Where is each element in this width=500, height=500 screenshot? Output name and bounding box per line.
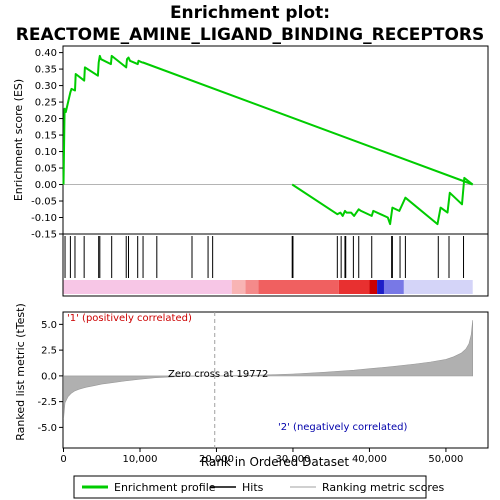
- legend-label: Ranking metric scores: [322, 481, 444, 494]
- es-y-tick-label: 0.30: [35, 81, 57, 92]
- heat-bar-segment: [404, 280, 473, 294]
- es-y-tick-label: 0.40: [35, 48, 57, 59]
- metric-y-tick-label: -2.5: [37, 397, 57, 408]
- metric-y-tick-label: -5.0: [37, 423, 57, 434]
- negative-correlation-label: '2' (negatively correlated): [278, 422, 407, 433]
- x-axis-label: Rank in Ordered Dataset: [201, 455, 349, 469]
- es-panel-frame: [63, 46, 488, 234]
- metric-y-tick-label: 0.0: [41, 371, 57, 382]
- es-y-tick-label: -0.05: [31, 197, 57, 208]
- metric-y-tick-label: 5.0: [41, 320, 57, 331]
- es-y-axis-label: Enrichment score (ES): [12, 79, 25, 201]
- es-y-tick-label: 0.25: [35, 98, 57, 109]
- legend-label: Hits: [242, 481, 264, 494]
- x-tick-label: 40,000: [352, 454, 387, 465]
- ranking-heat-bar: [64, 280, 473, 294]
- es-y-tick-label: -0.15: [31, 230, 57, 241]
- heat-bar-segment: [377, 280, 384, 294]
- zero-cross-label: Zero cross at 19772: [168, 369, 268, 380]
- heat-bar-segment: [246, 280, 259, 294]
- es-y-tick-label: 0.15: [35, 131, 57, 142]
- heat-bar-segment: [384, 280, 404, 294]
- es-y-ticks: -0.15 -0.10 -0.05 0.00 0.05 0.10 0.15 0.20 0.25 0…: [31, 48, 63, 240]
- metric-y-axis-label: Ranked list metric (tTest): [14, 303, 27, 440]
- heat-bar-segment: [369, 280, 377, 294]
- es-y-tick-label: 0.35: [35, 65, 57, 76]
- chart-title-line-1: Enrichment plot:: [170, 3, 330, 23]
- metric-y-ticks: -5.0 -2.5 0.0 2.5 5.0: [37, 320, 63, 434]
- es-y-tick-label: -0.10: [31, 213, 57, 224]
- heat-bar-segment: [259, 280, 339, 294]
- es-y-tick-label: 0.05: [35, 164, 57, 175]
- positive-correlation-label: '1' (positively correlated): [67, 313, 192, 324]
- heat-bar-segment: [64, 280, 232, 294]
- chart-title-line-2: REACTOME_AMINE_LIGAND_BINDING_RECEPTORS: [16, 25, 485, 45]
- es-y-tick-label: 0.00: [35, 180, 57, 191]
- x-tick-label: 10,000: [122, 454, 157, 465]
- legend-label: Enrichment profile: [114, 481, 216, 494]
- x-tick-label: 50,000: [428, 454, 463, 465]
- x-tick-label: 0: [60, 454, 66, 465]
- metric-y-tick-label: 2.5: [41, 346, 57, 357]
- heat-bar-segment: [232, 280, 246, 294]
- legend: Enrichment profile Hits Ranking metric sco…: [82, 481, 444, 494]
- es-y-tick-label: 0.10: [35, 147, 57, 158]
- heat-bar-segment: [339, 280, 370, 294]
- es-y-tick-label: 0.20: [35, 114, 57, 125]
